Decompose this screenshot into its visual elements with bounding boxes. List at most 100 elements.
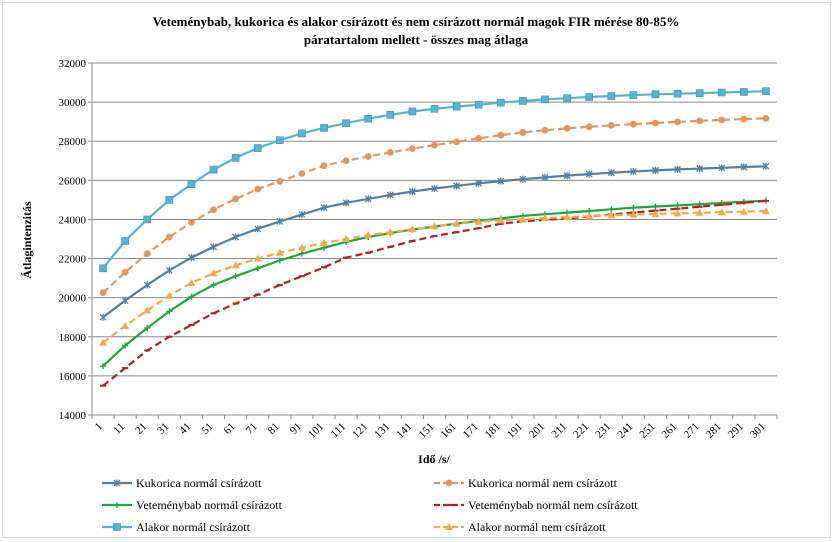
data-point bbox=[540, 214, 549, 222]
data-point bbox=[474, 217, 483, 225]
data-point bbox=[452, 219, 461, 227]
data-point bbox=[253, 144, 262, 152]
data-point bbox=[452, 102, 461, 111]
data-point bbox=[563, 124, 571, 132]
x-axis-title: Idő /s/ bbox=[418, 452, 450, 466]
data-point bbox=[431, 141, 438, 149]
y-tick-label: 20000 bbox=[59, 293, 87, 305]
x-tick-label: 211 bbox=[549, 421, 569, 441]
data-point bbox=[651, 90, 660, 99]
data-point bbox=[99, 338, 108, 346]
y-tick-label: 30000 bbox=[59, 97, 87, 109]
data-point bbox=[364, 231, 373, 239]
series-1 bbox=[99, 162, 770, 321]
legend: Kukorica normál csírázott Kukorica normál… bbox=[102, 476, 638, 534]
data-point bbox=[430, 104, 439, 113]
data-point bbox=[740, 115, 748, 123]
chart-title-line-1: Veteménybab, kukorica és alakor csírázot… bbox=[153, 14, 680, 29]
x-tick-label: 231 bbox=[593, 421, 613, 441]
data-point bbox=[518, 215, 527, 223]
data-point bbox=[585, 170, 593, 178]
x-tick-label: 191 bbox=[505, 421, 525, 441]
series-line bbox=[102, 209, 767, 344]
x-tick-label: 81 bbox=[266, 421, 282, 437]
legend-item: Alakor normál csírázott bbox=[102, 520, 251, 534]
x-tick-label: 221 bbox=[571, 421, 591, 441]
data-point bbox=[695, 208, 704, 216]
y-tick-label: 26000 bbox=[59, 175, 87, 187]
data-point bbox=[254, 265, 261, 272]
data-point bbox=[563, 94, 571, 102]
data-point bbox=[298, 211, 306, 219]
data-point bbox=[674, 165, 682, 173]
data-point bbox=[122, 342, 129, 349]
data-point bbox=[143, 250, 151, 258]
x-tick-label: 91 bbox=[288, 421, 304, 437]
data-point bbox=[231, 154, 240, 162]
x-tick-label: 301 bbox=[748, 421, 768, 441]
data-point bbox=[674, 202, 681, 209]
data-point bbox=[276, 177, 284, 185]
axes bbox=[91, 63, 778, 419]
legend-item: Kukorica normál csírázott bbox=[102, 476, 262, 490]
data-point bbox=[386, 228, 395, 236]
data-point bbox=[762, 87, 770, 95]
y-tick-label: 14000 bbox=[59, 410, 87, 422]
legend-item: Kukorica normál nem csírázott bbox=[434, 476, 618, 490]
data-point bbox=[651, 209, 660, 217]
data-point bbox=[113, 523, 121, 531]
data-point bbox=[165, 291, 174, 299]
data-point bbox=[188, 293, 195, 300]
data-point bbox=[740, 163, 748, 171]
data-point bbox=[519, 129, 527, 136]
data-point bbox=[386, 148, 394, 156]
data-point bbox=[607, 121, 615, 129]
x-tick-labels: 1 11 21 31 41 51 61 71 81 91 101 111 121 131 141 151 161… bbox=[93, 421, 768, 441]
data-point bbox=[232, 273, 239, 280]
data-point bbox=[496, 216, 505, 224]
data-point bbox=[445, 479, 453, 487]
data-point bbox=[629, 210, 638, 218]
data-point bbox=[739, 207, 748, 215]
data-point bbox=[114, 502, 120, 508]
data-point bbox=[298, 129, 306, 138]
data-point bbox=[630, 204, 637, 211]
data-point bbox=[408, 107, 417, 116]
legend-item: Veteménybab normál nem csírázott bbox=[434, 498, 638, 512]
data-point bbox=[475, 134, 483, 142]
data-point bbox=[674, 118, 681, 126]
data-point bbox=[740, 88, 748, 96]
data-point bbox=[761, 207, 770, 215]
data-point bbox=[99, 289, 107, 297]
data-point bbox=[585, 93, 593, 101]
x-tick-label: 251 bbox=[637, 421, 657, 441]
data-point bbox=[629, 168, 637, 176]
data-point bbox=[386, 191, 394, 199]
x-tick-label: 61 bbox=[221, 421, 237, 437]
data-point bbox=[409, 145, 416, 153]
data-point bbox=[209, 269, 218, 277]
y-tick-labels: 14000 16000 18000 20000 22000 24000 26000 28000… bbox=[59, 58, 87, 422]
data-point bbox=[276, 257, 283, 264]
data-point bbox=[166, 308, 173, 315]
data-point bbox=[652, 166, 659, 174]
x-tick-label: 101 bbox=[306, 421, 326, 441]
data-point bbox=[718, 116, 726, 124]
data-point bbox=[99, 313, 107, 321]
data-point bbox=[607, 169, 615, 177]
x-tick-label: 261 bbox=[660, 421, 680, 441]
x-tick-label: 281 bbox=[704, 421, 724, 441]
data-point bbox=[143, 306, 152, 314]
data-point bbox=[431, 185, 438, 193]
data-point bbox=[364, 153, 372, 160]
legend-label: Alakor normál nem csírázott bbox=[468, 520, 606, 534]
data-point bbox=[144, 324, 151, 331]
data-point bbox=[99, 264, 107, 273]
data-point bbox=[165, 266, 173, 274]
data-point bbox=[563, 213, 572, 221]
data-point bbox=[121, 268, 129, 276]
data-point bbox=[121, 322, 130, 330]
x-tick-label: 121 bbox=[350, 421, 370, 441]
